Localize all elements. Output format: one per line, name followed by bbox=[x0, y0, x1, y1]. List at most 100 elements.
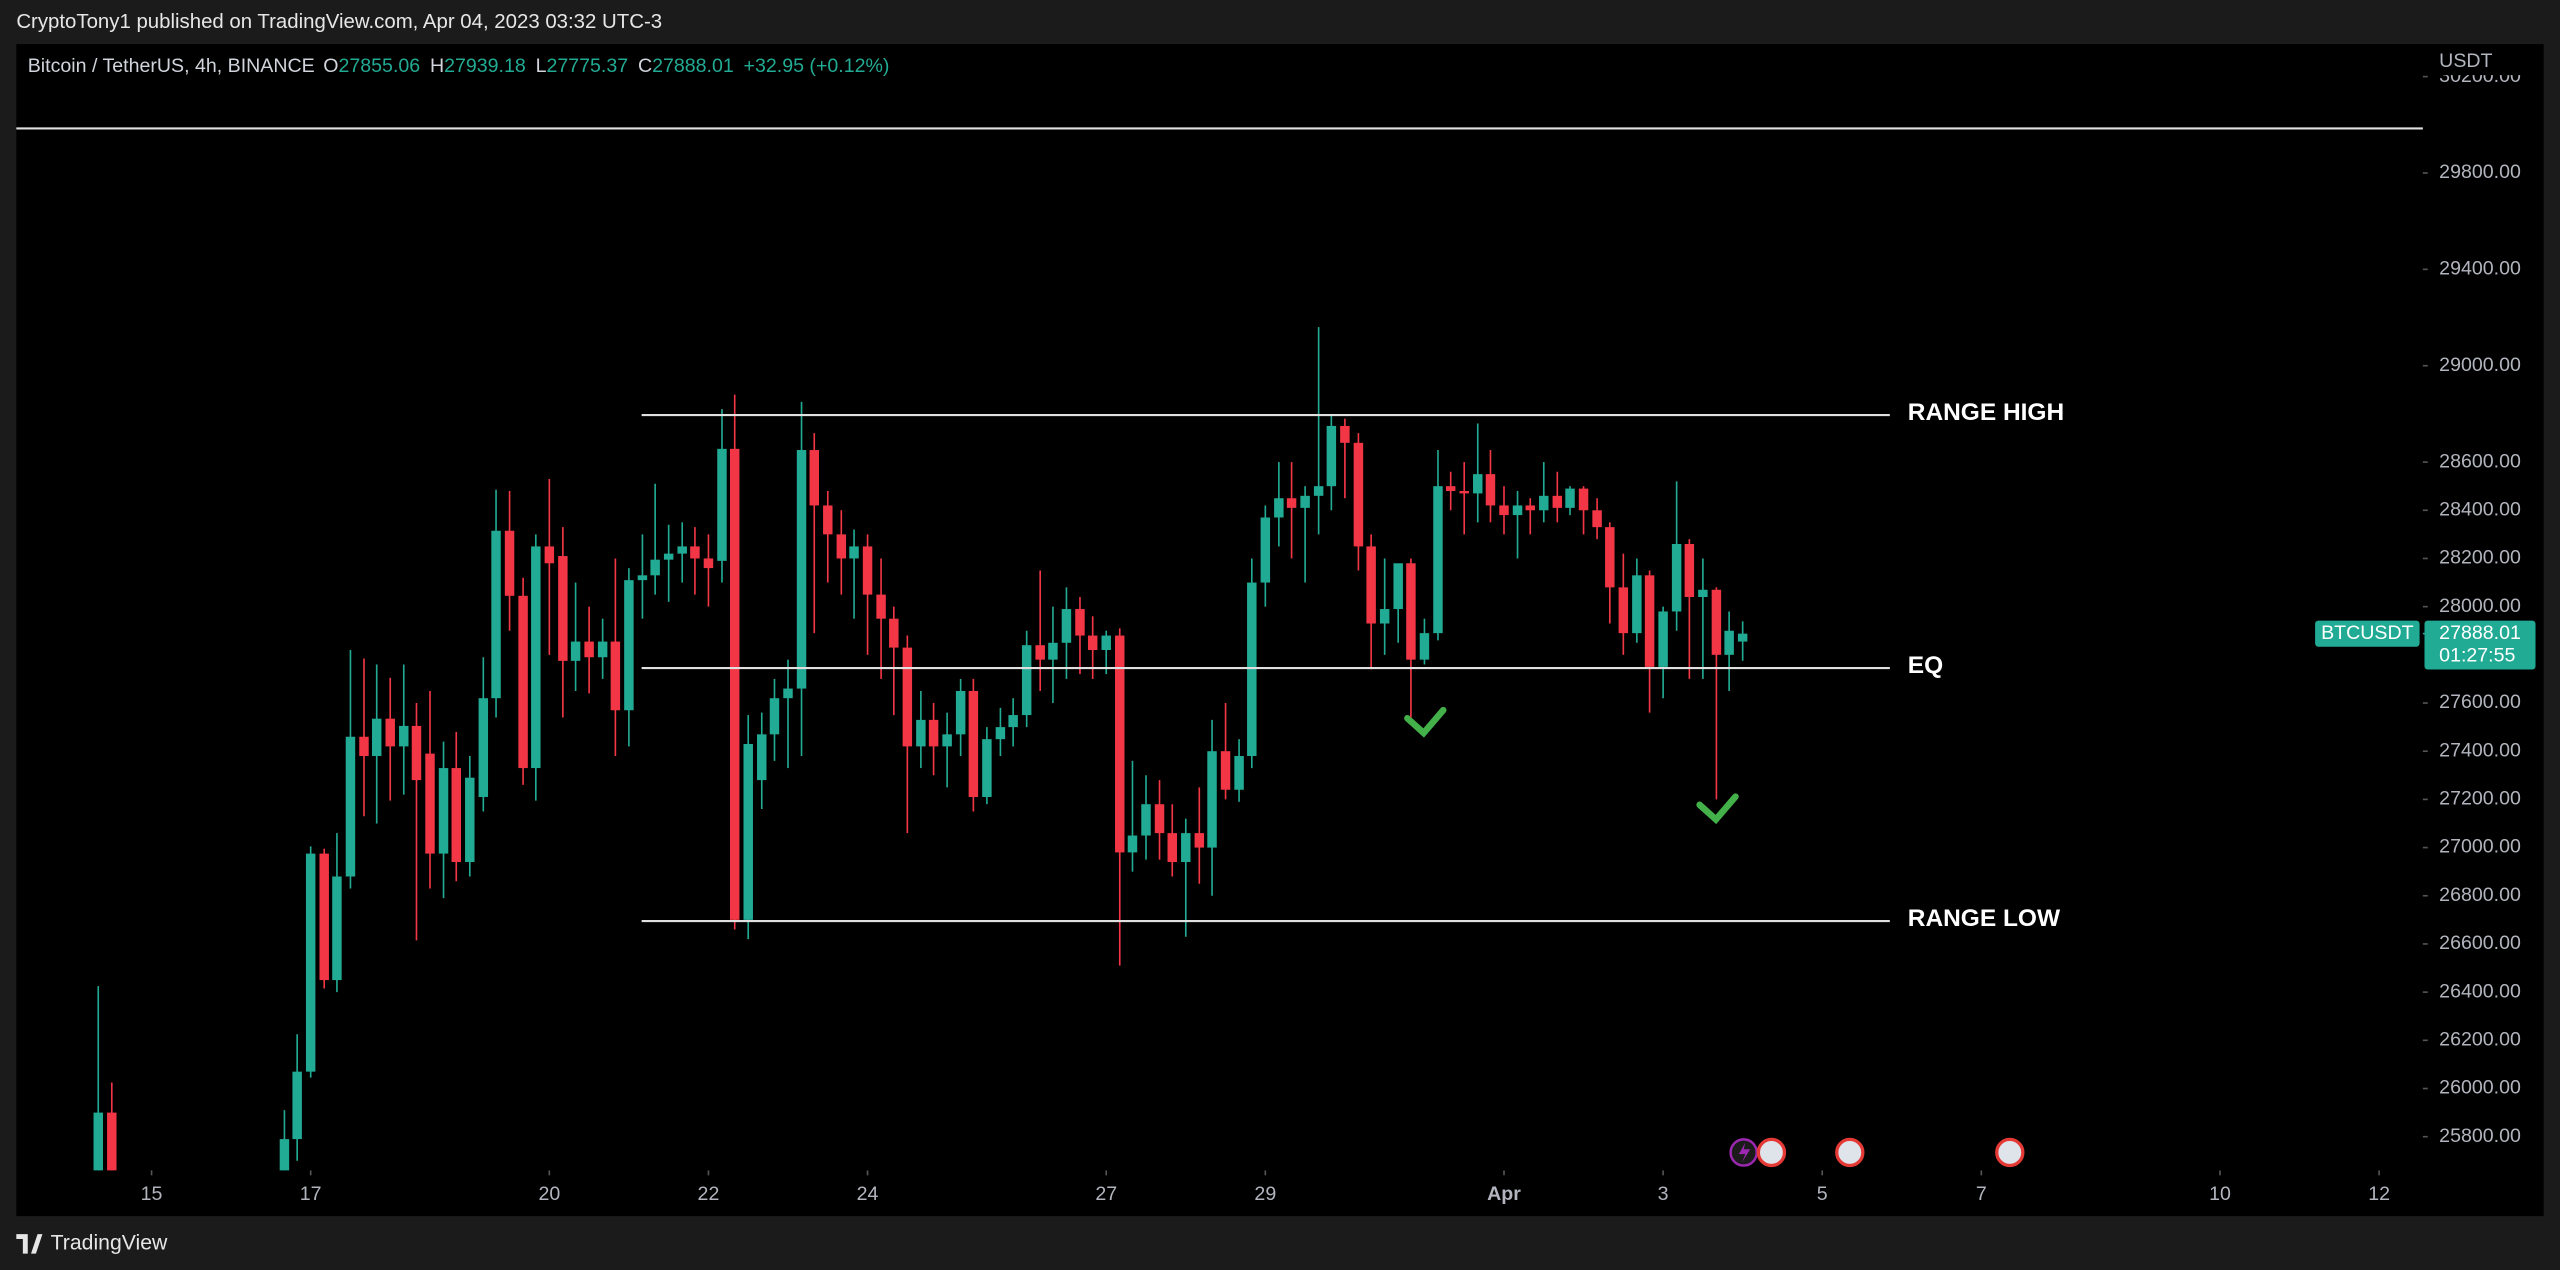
candle-body bbox=[292, 1071, 302, 1140]
candle-body bbox=[332, 876, 342, 981]
candle-body bbox=[1671, 544, 1682, 612]
y-axis-label: USDT bbox=[2439, 50, 2492, 72]
candle-body bbox=[1644, 575, 1655, 667]
candle-body bbox=[982, 739, 992, 797]
event-icon[interactable] bbox=[1995, 1137, 2025, 1168]
candle-body bbox=[1194, 833, 1205, 848]
candle-body bbox=[1021, 645, 1032, 716]
event-icon[interactable] bbox=[1756, 1137, 1787, 1168]
candle-body bbox=[1220, 751, 1231, 790]
price-tag: 27888.01 bbox=[2439, 622, 2521, 644]
y-tick-label: 27400.00 bbox=[2439, 739, 2521, 761]
candle-body bbox=[1127, 835, 1138, 853]
legend-label: C bbox=[638, 55, 652, 77]
candle-body bbox=[399, 725, 409, 747]
candle-body bbox=[849, 546, 859, 559]
candle-body bbox=[836, 534, 847, 559]
candle-body bbox=[743, 743, 753, 920]
candle-body bbox=[1379, 609, 1390, 624]
candle-body bbox=[1724, 630, 1734, 655]
candle-body bbox=[1698, 589, 1708, 598]
candle-body bbox=[783, 688, 793, 699]
symbol-tag-bg bbox=[2315, 620, 2420, 647]
candle-body bbox=[1274, 498, 1284, 518]
candle-body bbox=[1618, 587, 1629, 634]
candle-body bbox=[451, 768, 461, 863]
candle-body bbox=[1578, 488, 1589, 511]
x-tick-label: 17 bbox=[300, 1183, 322, 1205]
y-tick-label: 25800.00 bbox=[2439, 1125, 2521, 1147]
y-tick-label: 28400.00 bbox=[2439, 498, 2521, 520]
candle-body bbox=[1552, 495, 1563, 508]
legend-value: 27775.37 bbox=[546, 55, 628, 77]
candle-body bbox=[93, 1112, 104, 1171]
candle-body bbox=[1419, 633, 1430, 660]
candle-body bbox=[955, 690, 966, 735]
candle-body bbox=[1181, 833, 1191, 863]
legend-label: H bbox=[430, 55, 444, 77]
x-tick-label: 10 bbox=[2209, 1183, 2231, 1205]
candle-body bbox=[425, 753, 435, 854]
candle-body bbox=[769, 698, 780, 735]
candle-body bbox=[1008, 715, 1018, 728]
candle-body bbox=[637, 575, 648, 581]
candles bbox=[93, 327, 1748, 1171]
candle-body bbox=[1141, 804, 1151, 836]
y-tick-label: 28200.00 bbox=[2439, 547, 2521, 569]
level-label: RANGE LOW bbox=[1908, 905, 2061, 932]
x-tick-label: 20 bbox=[538, 1183, 560, 1205]
candle-body bbox=[1115, 635, 1125, 853]
candle-body bbox=[650, 559, 660, 576]
candle-body bbox=[796, 450, 807, 689]
candle-body bbox=[1154, 804, 1165, 834]
candle-body bbox=[928, 719, 939, 747]
candle-body bbox=[107, 1112, 117, 1171]
checkmark bbox=[1404, 706, 1447, 738]
candle-body bbox=[1075, 609, 1085, 636]
candle-body bbox=[1087, 635, 1098, 651]
level-label: EQ bbox=[1908, 652, 1943, 679]
legend-value: 27888.01 bbox=[652, 55, 734, 77]
candle-body bbox=[729, 448, 740, 920]
chart-background bbox=[16, 44, 2544, 1217]
y-tick-label: 27600.00 bbox=[2439, 691, 2521, 713]
candle-body bbox=[478, 698, 489, 797]
candle-body bbox=[1260, 517, 1271, 583]
y-tick-label: 28600.00 bbox=[2439, 450, 2521, 472]
event-icons[interactable] bbox=[1729, 1137, 2025, 1168]
candle-body bbox=[279, 1139, 290, 1171]
candle-body bbox=[544, 546, 555, 564]
event-icon-glyph bbox=[1738, 1142, 1751, 1163]
candle-body bbox=[531, 546, 541, 769]
x-tick-label: 12 bbox=[2368, 1183, 2390, 1205]
candle-body bbox=[902, 647, 913, 747]
candle-body bbox=[1234, 756, 1244, 790]
candle-body bbox=[663, 553, 674, 560]
x-tick-label: 7 bbox=[1976, 1183, 1987, 1205]
candle-body bbox=[597, 641, 608, 658]
candle-body bbox=[942, 734, 952, 747]
candle-body bbox=[345, 736, 356, 877]
candle-body bbox=[717, 448, 727, 561]
countdown: 01:27:55 bbox=[2439, 645, 2515, 667]
event-icon[interactable] bbox=[1835, 1137, 1865, 1168]
candle-body bbox=[809, 450, 819, 506]
legend-label: O bbox=[323, 55, 338, 77]
candle-body bbox=[438, 768, 449, 854]
x-tick-label: 22 bbox=[698, 1183, 720, 1205]
symbol-name: Bitcoin / TetherUS, 4h, BINANCE bbox=[28, 55, 315, 77]
symbol-tag: BTCUSDT bbox=[2321, 622, 2413, 644]
candle-body bbox=[1565, 488, 1575, 508]
checkmark bbox=[1696, 793, 1739, 825]
candle-body bbox=[1592, 510, 1602, 528]
candle-body bbox=[1445, 486, 1456, 492]
candle-body bbox=[359, 736, 369, 757]
x-tick-label: 5 bbox=[1817, 1183, 1828, 1205]
candle-body bbox=[1366, 546, 1376, 624]
candle-body bbox=[968, 690, 979, 797]
y-tick-label: 26200.00 bbox=[2439, 1028, 2521, 1050]
axis-label-bg bbox=[2426, 47, 2534, 76]
